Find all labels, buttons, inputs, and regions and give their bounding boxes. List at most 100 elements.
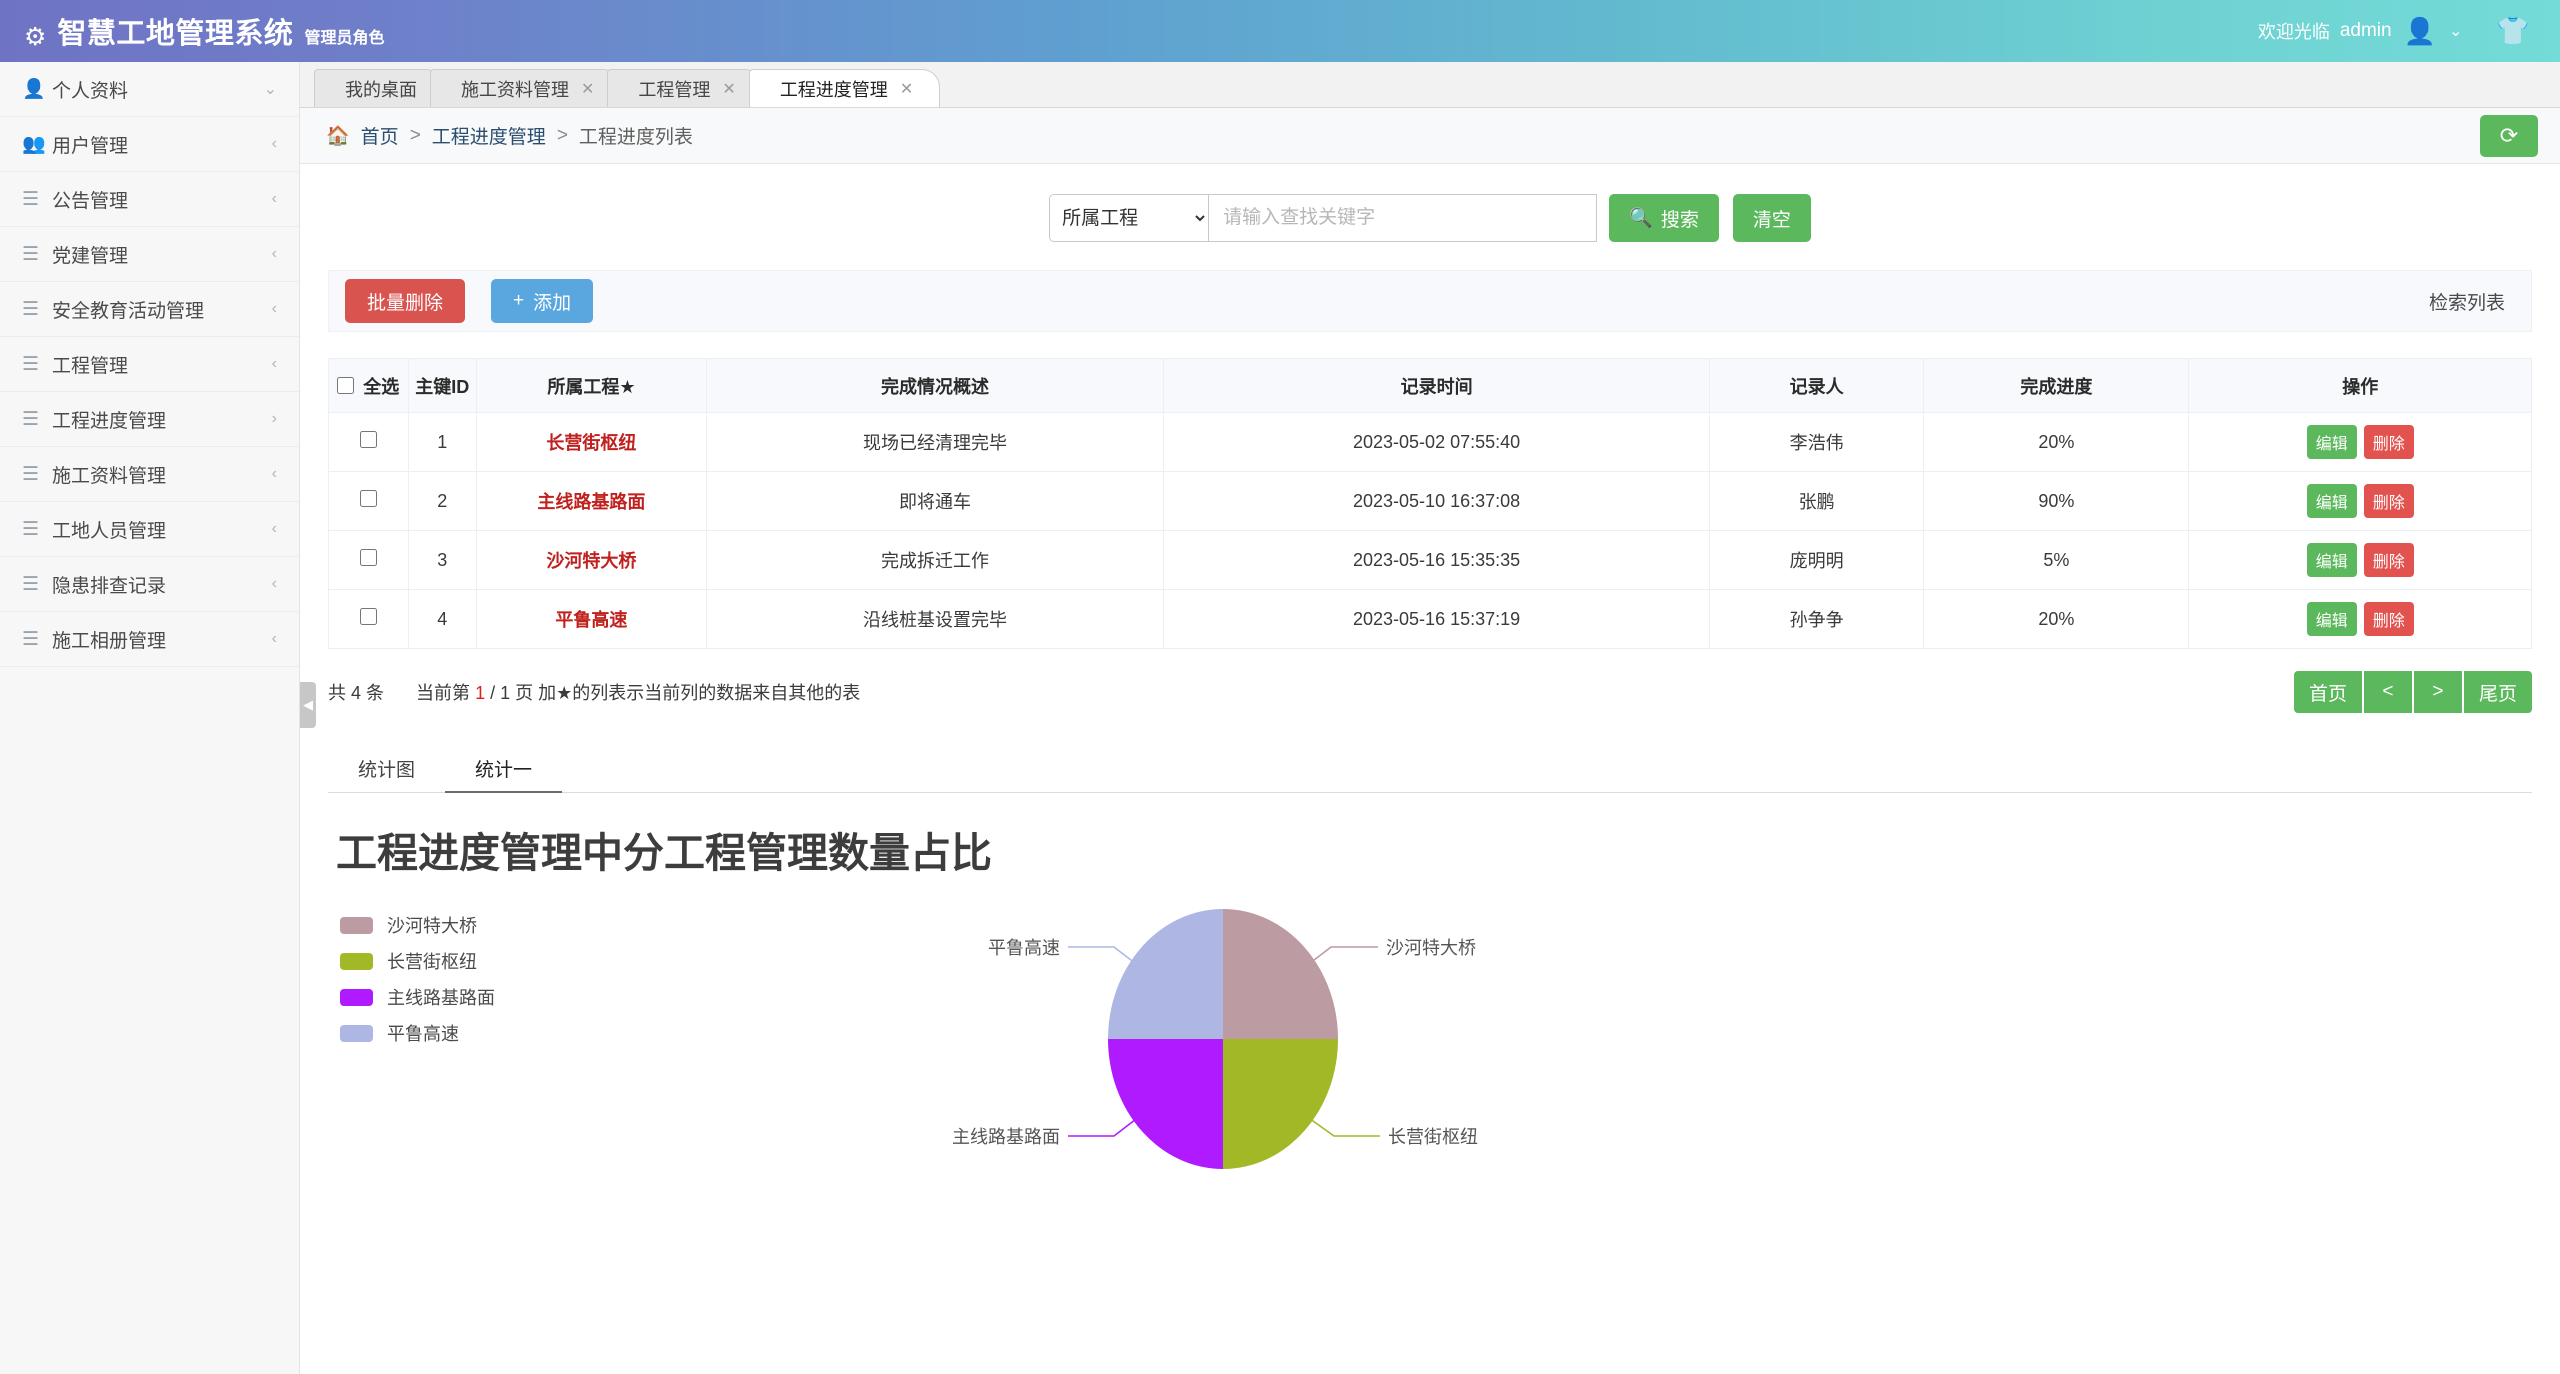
legend-label: 平鲁高速 [387, 1024, 459, 1044]
pie-chart-svg: 沙河特大桥 长营街枢纽 主线路基路面 平鲁高速 [952, 909, 1478, 1169]
pie-slice-changying[interactable] [1223, 1039, 1338, 1169]
legend-item[interactable]: 平鲁高速 [340, 1015, 2532, 1051]
app-header: ⚙ 智慧工地管理系统 管理员角色 欢迎光临 admin 👤 ⌄ 👕 [0, 0, 2560, 62]
edit-button[interactable]: 编辑 [2306, 543, 2357, 577]
first-page-button[interactable]: 首页 [2293, 671, 2362, 713]
delete-button[interactable]: 删除 [2363, 425, 2414, 459]
table-toolbar: 批量删除 + 添加 检索列表 [328, 270, 2532, 332]
row-checkbox[interactable] [359, 431, 377, 448]
welcome-text: 欢迎光临 [2257, 22, 2330, 42]
sidebar-item-label: 工程进度管理 [52, 410, 167, 432]
tab-my-desktop[interactable]: 我的桌面 [314, 69, 444, 107]
row-checkbox-cell [328, 471, 409, 531]
chevron-left-icon: ‹ [271, 520, 277, 537]
sidebar-item-label: 隐患排查记录 [52, 575, 167, 597]
delete-button[interactable]: 删除 [2363, 484, 2414, 518]
role-badge: 管理员角色 [304, 30, 385, 47]
table-header-row: 全选 主键ID 所属工程★ 完成情况概述 记录时间 记录人 完成进度 操作 [328, 358, 2532, 413]
delete-button[interactable]: 删除 [2363, 543, 2414, 577]
th-project: 所属工程★ [476, 358, 707, 413]
sidebar-item-profile[interactable]: 👤 个人资料 ⌄ [0, 62, 299, 117]
project-name: 主线路基路面 [537, 492, 646, 512]
legend-label: 主线路基路面 [387, 988, 495, 1008]
sidebar-item-progress-mgmt[interactable]: ☰ 工程进度管理 › [0, 392, 299, 447]
legend-item[interactable]: 主线路基路面 [340, 979, 2532, 1015]
legend-item[interactable]: 沙河特大桥 [340, 907, 2532, 943]
search-button-label: 搜索 [1660, 209, 1699, 231]
person-icon[interactable]: 👤 [2403, 16, 2436, 46]
sidebar-collapse-handle[interactable]: ◀ [300, 682, 316, 728]
list-title: 检索列表 [2428, 292, 2505, 314]
edit-button[interactable]: 编辑 [2306, 484, 2357, 518]
edit-button[interactable]: 编辑 [2306, 425, 2357, 459]
sidebar-item-safety-edu[interactable]: ☰ 安全教育活动管理 ‹ [0, 282, 299, 337]
cell-record-time: 2023-05-02 07:55:40 [1163, 412, 1710, 472]
sidebar-item-label: 施工资料管理 [52, 465, 167, 487]
clear-button[interactable]: 清空 [1732, 194, 1811, 242]
edit-button[interactable]: 编辑 [2306, 602, 2357, 636]
refresh-button[interactable]: ⟳ [2480, 114, 2538, 157]
content-area: 所属工程 完成情况概述 记录人 🔍 搜索 清空 批量删除 + [300, 164, 2560, 1374]
close-icon[interactable]: ✕ [899, 80, 914, 98]
legend-item[interactable]: 长营街枢纽 [340, 943, 2532, 979]
search-input[interactable] [1209, 194, 1598, 242]
sidebar-item-party-mgmt[interactable]: ☰ 党建管理 ‹ [0, 227, 299, 282]
cell-project: 沙河特大桥 [476, 530, 707, 590]
legend-swatch [340, 916, 373, 934]
pagination-bar: 共 4 条 当前第 1 / 1 页 加★的列表示当前列的数据来自其他的表 首页 … [328, 671, 2532, 713]
breadcrumb-home[interactable]: 首页 [360, 127, 399, 148]
pie-label-pinglu: 平鲁高速 [988, 938, 1060, 958]
row-checkbox[interactable] [359, 490, 377, 507]
chart-container: 工程进度管理中分工程管理数量占比 沙河特大桥 长营街枢纽 主线路基路面 [328, 819, 2532, 1289]
tab-chart[interactable]: 统计图 [358, 759, 416, 781]
pie-slice-pinglu[interactable] [1108, 909, 1223, 1039]
breadcrumb-progress-mgmt[interactable]: 工程进度管理 [431, 127, 546, 148]
add-button[interactable]: + 添加 [491, 279, 594, 323]
pagination-info: 共 4 条 当前第 1 / 1 页 加★的列表示当前列的数据来自其他的表 [328, 679, 860, 705]
close-icon[interactable]: ✕ [722, 80, 736, 98]
home-icon[interactable]: 🏠 [326, 125, 350, 147]
sidebar-item-site-personnel[interactable]: ☰ 工地人员管理 ‹ [0, 502, 299, 557]
chevron-down-icon[interactable]: ⌄ [2448, 23, 2463, 40]
app-title: 智慧工地管理系统 [57, 18, 294, 50]
search-field-select[interactable]: 所属工程 完成情况概述 记录人 [1049, 194, 1210, 242]
list-icon: ☰ [22, 188, 40, 210]
chart-title: 工程进度管理中分工程管理数量占比 [336, 830, 992, 876]
search-button[interactable]: 🔍 搜索 [1609, 194, 1719, 242]
breadcrumb-bar: 🏠 首页 > 工程进度管理 > 工程进度列表 ⟳ [300, 108, 2560, 164]
cell-description: 沿线桩基设置完毕 [705, 589, 1165, 649]
prev-page-button[interactable]: < [2363, 671, 2412, 713]
delete-button[interactable]: 删除 [2363, 602, 2414, 636]
pie-slice-zhuxian[interactable] [1108, 1039, 1223, 1169]
tab-label: 我的桌面 [345, 79, 417, 100]
breadcrumb-separator: > [409, 124, 421, 146]
sidebar-item-construction-docs[interactable]: ☰ 施工资料管理 ‹ [0, 447, 299, 502]
close-icon[interactable]: ✕ [581, 80, 595, 98]
sidebar-item-project-mgmt[interactable]: ☰ 工程管理 ‹ [0, 337, 299, 392]
shirt-icon[interactable]: 👕 [2496, 15, 2530, 46]
tab-project-mgmt[interactable]: 工程管理 ✕ [607, 69, 763, 107]
select-all-checkbox[interactable] [337, 377, 355, 394]
sidebar-item-photo-album[interactable]: ☰ 施工相册管理 ‹ [0, 612, 299, 667]
tab-progress-mgmt[interactable]: 工程进度管理 ✕ [748, 69, 941, 107]
list-icon: ☰ [22, 298, 40, 320]
row-checkbox[interactable] [359, 549, 377, 566]
last-page-button[interactable]: 尾页 [2463, 671, 2532, 713]
tab-label: 工程管理 [638, 79, 711, 100]
cell-record-time: 2023-05-16 15:37:19 [1163, 589, 1710, 649]
current-prefix: 当前第 [416, 683, 471, 703]
tab-construction-docs[interactable]: 施工资料管理 ✕ [430, 69, 622, 107]
sidebar-item-user-mgmt[interactable]: 👥 用户管理 ‹ [0, 117, 299, 172]
sidebar-item-notice-mgmt[interactable]: ☰ 公告管理 ‹ [0, 172, 299, 227]
cell-operations: 编辑 删除 [2188, 412, 2532, 472]
tab-strip: 我的桌面 施工资料管理 ✕ 工程管理 ✕ 工程进度管理 ✕ [300, 62, 2560, 108]
next-page-button[interactable]: > [2413, 671, 2462, 713]
row-checkbox[interactable] [359, 608, 377, 625]
bulk-delete-button[interactable]: 批量删除 [345, 279, 466, 323]
sidebar-item-hazard-records[interactable]: ☰ 隐患排查记录 ‹ [0, 557, 299, 612]
tab-stat-one[interactable]: 统计一 [445, 745, 563, 793]
pie-slice-shahe[interactable] [1223, 909, 1338, 1039]
legend-label: 长营街枢纽 [387, 952, 477, 972]
pie-label-changying: 长营街枢纽 [1388, 1127, 1478, 1147]
page-separator: / [490, 683, 496, 703]
